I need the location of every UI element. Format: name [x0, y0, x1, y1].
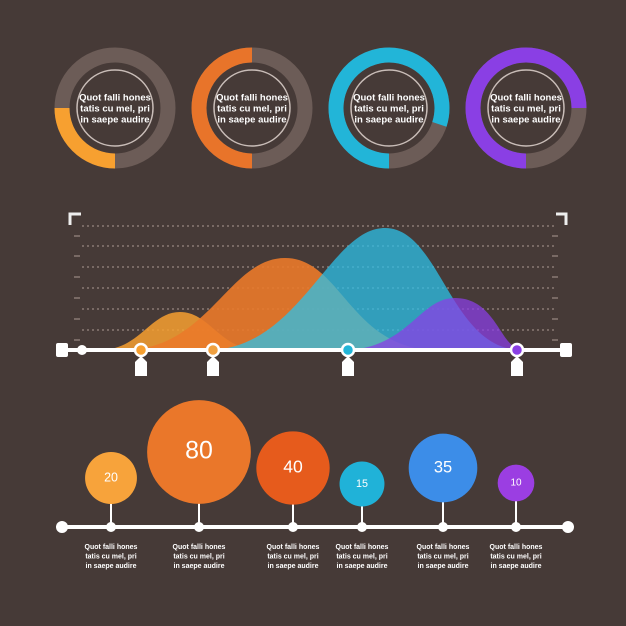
timeline-node [438, 522, 448, 532]
bubble [497, 464, 535, 502]
axis-ticks [74, 235, 558, 341]
timeline-node [511, 522, 521, 532]
curve-purple [350, 298, 520, 350]
axis-dot [77, 345, 87, 355]
corner-brackets [68, 212, 568, 225]
bubble-caption: Quot falli hones [336, 544, 389, 551]
timeline-end [56, 521, 68, 533]
axis-cap [560, 343, 572, 357]
bubble-caption: Quot falli hones [173, 544, 226, 551]
bubble [408, 433, 478, 503]
bubble-caption: tatis cu mel, pri [336, 553, 387, 560]
bubble [339, 461, 385, 507]
bubble [85, 452, 137, 504]
area-chart [56, 212, 572, 376]
donut-text: tatis cu mel, pri [217, 104, 287, 115]
donut-text: tatis cu mel, pri [80, 104, 150, 115]
bubble-value: 40 [283, 457, 303, 477]
bubble-value: 80 [185, 437, 213, 465]
donut-text: tatis cu mel, pri [491, 104, 561, 115]
bubble-timeline: 20 Quot falli hones tatis cu mel, pri in sa… [56, 400, 574, 570]
timeline-node [357, 522, 367, 532]
bubble-value: 20 [104, 470, 118, 484]
timeline-end [562, 521, 574, 533]
timeline-node [288, 522, 298, 532]
bubble-caption: tatis cu mel, pri [490, 553, 541, 560]
donut-segment [328, 47, 450, 169]
bubble-caption: tatis cu mel, pri [85, 553, 136, 560]
bubble-caption: in saepe audire [174, 563, 225, 570]
axis-cap [56, 343, 68, 357]
donut-segment [465, 47, 587, 169]
bubble-value: 15 [356, 478, 368, 490]
donut-center [76, 69, 154, 147]
donut-text: Quot falli hones [216, 93, 288, 104]
donut-text: in saepe audire [491, 115, 560, 126]
donut-text: Quot falli hones [353, 93, 425, 104]
bubble-value: 10 [510, 478, 522, 489]
donut-segment [54, 107, 116, 169]
bubble-caption: tatis cu mel, pri [267, 553, 318, 560]
bubble-caption: in saepe audire [491, 563, 542, 570]
axis-markers [133, 342, 525, 376]
bubble-caption: Quot falli hones [417, 544, 470, 551]
donut-text: in saepe audire [354, 115, 423, 126]
bubble-caption: Quot falli hones [85, 544, 138, 551]
donut-text: in saepe audire [80, 115, 149, 126]
donut-center [487, 69, 565, 147]
bubble [147, 400, 251, 504]
bubble-caption: Quot falli hones [490, 544, 543, 551]
donut-segment [191, 47, 253, 169]
bubble-caption: in saepe audire [268, 563, 319, 570]
timeline-node [194, 522, 204, 532]
bubble-caption: Quot falli hones [267, 544, 320, 551]
donut-center [213, 69, 291, 147]
donut-text: Quot falli hones [79, 93, 151, 104]
donut-text: in saepe audire [217, 115, 286, 126]
bubble-value: 35 [434, 458, 452, 476]
bubble-caption: tatis cu mel, pri [417, 553, 468, 560]
bubble-caption: in saepe audire [337, 563, 388, 570]
bubble-caption: tatis cu mel, pri [173, 553, 224, 560]
bubble-caption: in saepe audire [418, 563, 469, 570]
bubble [256, 431, 330, 505]
donut-text: tatis cu mel, pri [354, 104, 424, 115]
timeline-node [106, 522, 116, 532]
donut-text: Quot falli hones [490, 93, 562, 104]
bubble-caption: in saepe audire [86, 563, 137, 570]
donut-center [350, 69, 428, 147]
